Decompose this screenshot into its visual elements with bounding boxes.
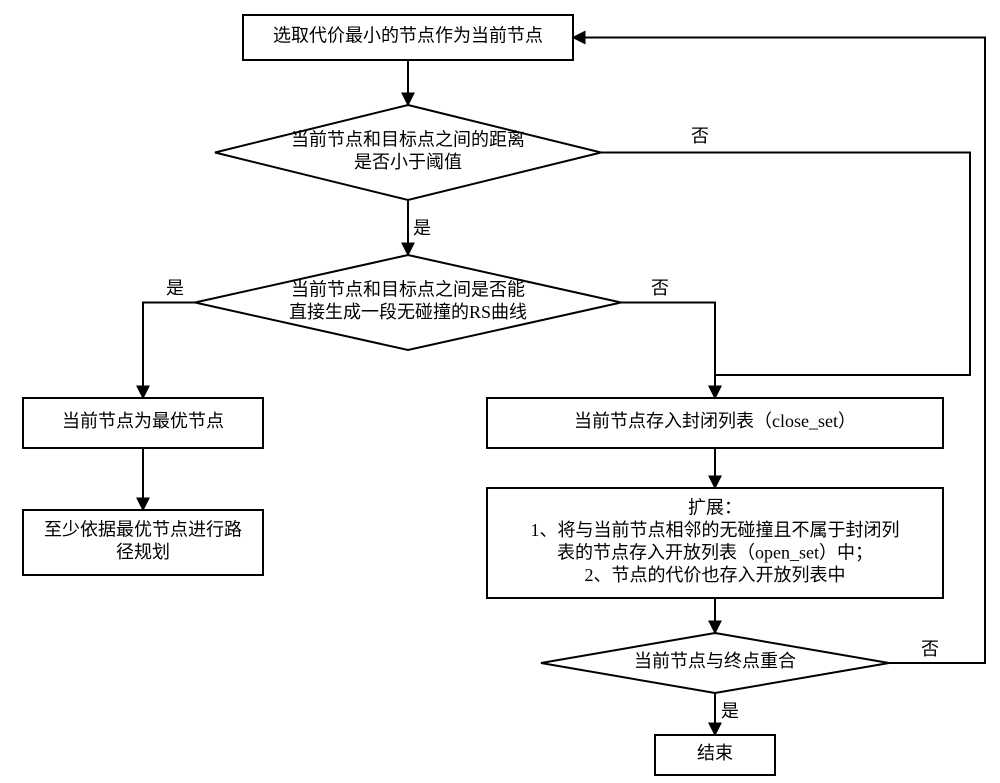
edge-3: [143, 303, 195, 399]
node-n5: 至少依据最优节点进行路径规划: [23, 510, 263, 575]
node-text-n8: 当前节点与终点重合: [634, 651, 796, 671]
node-n3: 当前节点和目标点之间是否能直接生成一段无碰撞的RS曲线: [195, 255, 621, 350]
edge-label-1: 是: [413, 218, 431, 238]
node-text-n7: 扩展：1、将与当前节点相邻的无碰撞且不属于封闭列表的节点存入开放列表（open_…: [531, 497, 900, 585]
node-n6: 当前节点存入封闭列表（close_set）: [487, 398, 943, 448]
node-n8: 当前节点与终点重合: [541, 633, 889, 693]
edge-label-3: 是: [166, 278, 184, 298]
edge-label-4: 否: [651, 278, 669, 298]
node-n9: 结束: [655, 735, 775, 775]
edge-label-9: 否: [921, 639, 939, 659]
node-text-n4: 当前节点为最优节点: [62, 411, 224, 431]
edge-label-2: 否: [691, 126, 709, 146]
node-text-n2: 当前节点和目标点之间的距离是否小于阈值: [291, 129, 525, 172]
edge-label-8: 是: [721, 701, 739, 721]
node-text-n5: 至少依据最优节点进行路径规划: [44, 519, 242, 562]
edge-4: [621, 303, 715, 399]
node-text-n1: 选取代价最小的节点作为当前节点: [273, 26, 543, 46]
node-text-n6: 当前节点存入封闭列表（close_set）: [574, 411, 856, 431]
flowchart-canvas: 是否是否是否选取代价最小的节点作为当前节点当前节点和目标点之间的距离是否小于阈值…: [0, 0, 1000, 783]
node-n7: 扩展：1、将与当前节点相邻的无碰撞且不属于封闭列表的节点存入开放列表（open_…: [487, 488, 943, 598]
node-text-n3: 当前节点和目标点之间是否能直接生成一段无碰撞的RS曲线: [289, 279, 527, 322]
node-n4: 当前节点为最优节点: [23, 398, 263, 448]
node-text-n9: 结束: [697, 743, 733, 763]
node-n2: 当前节点和目标点之间的距离是否小于阈值: [215, 105, 601, 200]
edge-2: [601, 153, 970, 399]
node-n1: 选取代价最小的节点作为当前节点: [243, 15, 573, 60]
